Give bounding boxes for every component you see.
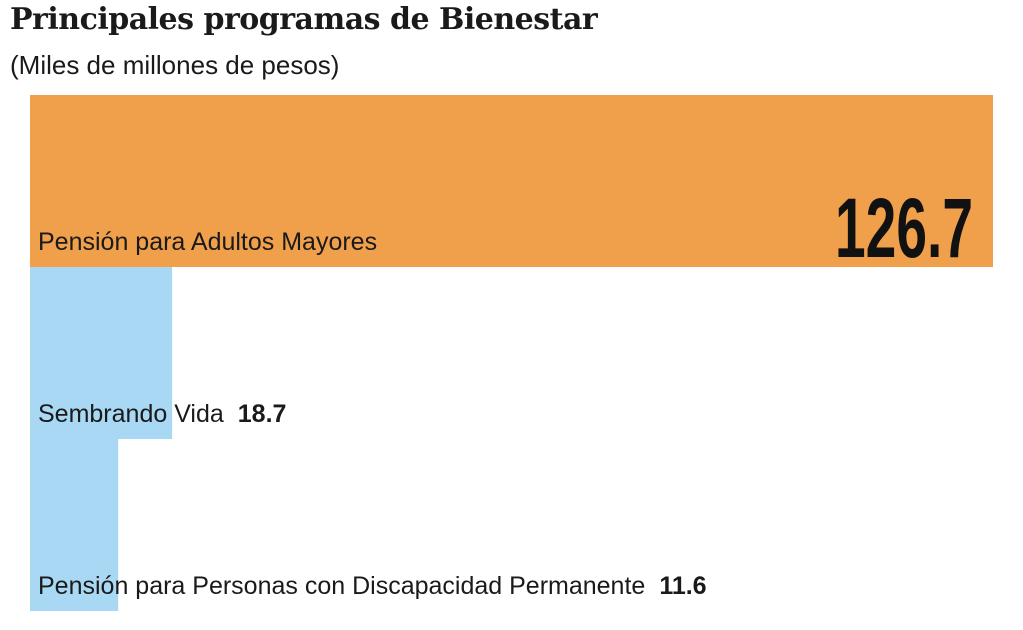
bar-2 <box>30 439 119 611</box>
bar-value-1: 18.7 <box>238 400 287 428</box>
bar-label-2: Pensión para Personas con Discapacidad P… <box>38 572 645 600</box>
bar-value-0: 126.7 <box>835 181 973 275</box>
bar-label-1: Sembrando Vida <box>38 400 224 428</box>
bar-label-0: Pensión para Adultos Mayores <box>38 228 377 256</box>
bar-value-2: 11.6 <box>659 572 706 600</box>
bar-0 <box>30 95 993 267</box>
bars-group: Pensión para Adultos Mayores 126.7 Sembran… <box>30 95 993 611</box>
bar-1 <box>30 267 173 439</box>
chart-title: Principales programas de Bienestar <box>10 2 598 37</box>
chart-subtitle: (Miles de millones de pesos) <box>10 50 340 80</box>
